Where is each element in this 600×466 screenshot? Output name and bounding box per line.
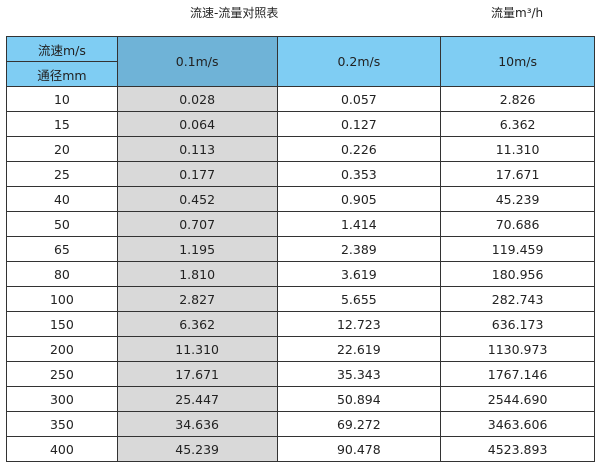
flow-cell: 90.478 xyxy=(276,436,442,462)
flow-cell: 1.414 xyxy=(276,211,442,237)
table-row: 65 1.195 2.389 119.459 xyxy=(6,236,595,262)
diameter-cell: 100 xyxy=(6,286,118,312)
flow-cell: 6.362 xyxy=(116,311,278,337)
diameter-cell: 150 xyxy=(6,311,118,337)
diameter-cell: 300 xyxy=(6,386,118,412)
table-row: 150 6.362 12.723 636.173 xyxy=(6,311,595,337)
table-row: 25 0.177 0.353 17.671 xyxy=(6,161,595,187)
flow-cell: 1.195 xyxy=(116,236,278,262)
flow-cell: 0.707 xyxy=(116,211,278,237)
flow-cell: 0.064 xyxy=(116,111,278,137)
table-row: 200 11.310 22.619 1130.973 xyxy=(6,336,595,362)
flow-table: 流速m/s 0.1m/s 0.2m/s 10m/s 通径mm 10 0.028 0.… xyxy=(6,36,595,462)
column-header: 0.2m/s xyxy=(276,36,442,87)
table-row: 10 0.028 0.057 2.826 xyxy=(6,86,595,112)
table-row: 100 2.827 5.655 282.743 xyxy=(6,286,595,312)
flow-cell: 2.389 xyxy=(276,236,442,262)
flow-cell: 3.619 xyxy=(276,261,442,287)
flow-cell: 45.239 xyxy=(440,186,595,212)
flow-cell: 45.239 xyxy=(116,436,278,462)
diameter-cell: 200 xyxy=(6,336,118,362)
diameter-cell: 25 xyxy=(6,161,118,187)
table-row: 250 17.671 35.343 1767.146 xyxy=(6,361,595,387)
flow-cell: 3463.606 xyxy=(440,411,595,437)
flow-cell: 0.452 xyxy=(116,186,278,212)
flow-cell: 0.353 xyxy=(276,161,442,187)
diameter-cell: 400 xyxy=(6,436,118,462)
table-row: 50 0.707 1.414 70.686 xyxy=(6,211,595,237)
flow-cell: 0.226 xyxy=(276,136,442,162)
flow-cell: 636.173 xyxy=(440,311,595,337)
flow-cell: 35.343 xyxy=(276,361,442,387)
table-row: 400 45.239 90.478 4523.893 xyxy=(6,436,595,462)
flow-cell: 2.827 xyxy=(116,286,278,312)
column-header: 10m/s xyxy=(440,36,595,87)
diameter-cell: 65 xyxy=(6,236,118,262)
diameter-cell: 350 xyxy=(6,411,118,437)
table-row: 40 0.452 0.905 45.239 xyxy=(6,186,595,212)
flow-cell: 50.894 xyxy=(276,386,442,412)
table-title: 流速-流量对照表 xyxy=(190,6,279,20)
flow-cell: 6.362 xyxy=(440,111,595,137)
flow-cell: 22.619 xyxy=(276,336,442,362)
flow-cell: 119.459 xyxy=(440,236,595,262)
header-row: 流速m/s 0.1m/s 0.2m/s 10m/s xyxy=(6,36,595,87)
diameter-cell: 15 xyxy=(6,111,118,137)
flow-cell: 17.671 xyxy=(440,161,595,187)
flow-cell: 0.113 xyxy=(116,136,278,162)
diameter-cell: 40 xyxy=(6,186,118,212)
flow-cell: 5.655 xyxy=(276,286,442,312)
diameter-header: 通径mm xyxy=(6,61,118,87)
diameter-cell: 20 xyxy=(6,136,118,162)
flow-cell: 0.177 xyxy=(116,161,278,187)
flow-cell: 2.826 xyxy=(440,86,595,112)
table-row: 80 1.810 3.619 180.956 xyxy=(6,261,595,287)
flow-cell: 2544.690 xyxy=(440,386,595,412)
diameter-cell: 80 xyxy=(6,261,118,287)
flow-cell: 1130.973 xyxy=(440,336,595,362)
column-header: 0.1m/s xyxy=(116,36,278,87)
flow-cell: 69.272 xyxy=(276,411,442,437)
flow-cell: 70.686 xyxy=(440,211,595,237)
diameter-cell: 50 xyxy=(6,211,118,237)
flow-cell: 17.671 xyxy=(116,361,278,387)
flow-cell: 0.905 xyxy=(276,186,442,212)
table-row: 350 34.636 69.272 3463.606 xyxy=(6,411,595,437)
flow-cell: 1.810 xyxy=(116,261,278,287)
header-row: 通径mm xyxy=(6,61,595,87)
flow-cell: 0.127 xyxy=(276,111,442,137)
flow-cell: 25.447 xyxy=(116,386,278,412)
flow-cell: 0.028 xyxy=(116,86,278,112)
diameter-cell: 10 xyxy=(6,86,118,112)
velocity-header: 流速m/s xyxy=(6,36,118,62)
unit-label: 流量m³/h xyxy=(491,6,544,20)
table-row: 20 0.113 0.226 11.310 xyxy=(6,136,595,162)
flow-cell: 1767.146 xyxy=(440,361,595,387)
flow-cell: 4523.893 xyxy=(440,436,595,462)
flow-cell: 282.743 xyxy=(440,286,595,312)
flow-cell: 34.636 xyxy=(116,411,278,437)
flow-cell: 11.310 xyxy=(440,136,595,162)
flow-cell: 12.723 xyxy=(276,311,442,337)
diameter-cell: 250 xyxy=(6,361,118,387)
table-row: 15 0.064 0.127 6.362 xyxy=(6,111,595,137)
flow-cell: 0.057 xyxy=(276,86,442,112)
flow-cell: 11.310 xyxy=(116,336,278,362)
table-row: 300 25.447 50.894 2544.690 xyxy=(6,386,595,412)
flow-cell: 180.956 xyxy=(440,261,595,287)
